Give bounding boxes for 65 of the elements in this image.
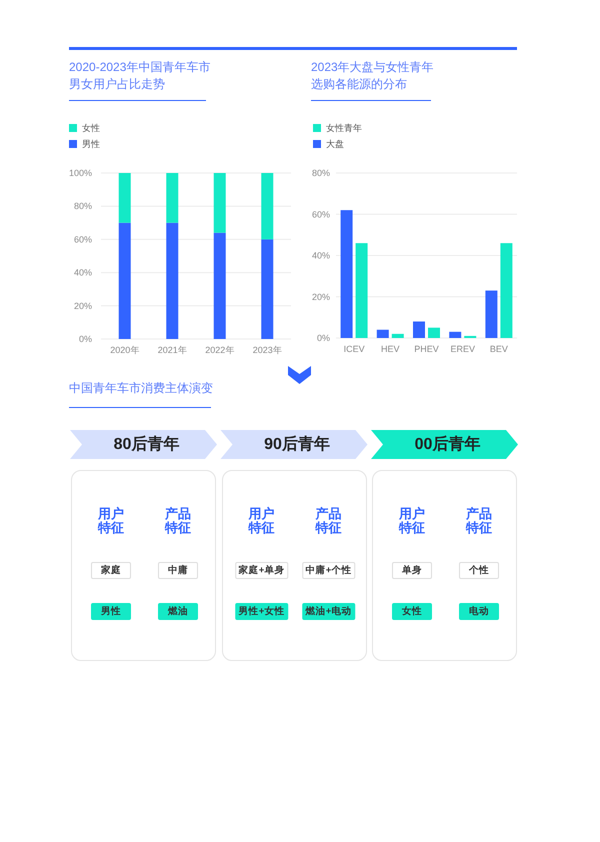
bar <box>428 328 440 338</box>
bar <box>261 239 274 339</box>
bar <box>340 210 353 338</box>
text: 家庭+单身 <box>234 562 288 579</box>
text: 用户特征 <box>248 506 276 535</box>
bar <box>413 322 425 338</box>
bar <box>449 332 462 338</box>
y-tick-label: 20% <box>74 300 92 311</box>
y-tick-label: 20% <box>312 292 330 302</box>
y-tick-label: 40% <box>312 250 330 260</box>
text: 用户特征 <box>97 506 125 535</box>
text: 用户特征 <box>398 506 426 535</box>
chart-title: 2020-2023年中国青年车市男女用户占比走势 <box>69 59 212 93</box>
y-tick-label: 0% <box>316 333 330 343</box>
x-tick-label: 2021年 <box>158 345 187 355</box>
bar <box>500 243 512 338</box>
y-tick-label: 40% <box>74 268 92 278</box>
category-label: 90后青年 <box>263 434 331 455</box>
text: 家庭 <box>91 562 131 579</box>
x-tick-label: ICEV <box>344 344 365 354</box>
y-tick-label: 60% <box>312 209 330 220</box>
y-tick-label: 0% <box>78 334 92 344</box>
chart-title: 2023年大盘与女性青年选购各能源的分布 <box>311 59 435 93</box>
text: 燃油 <box>158 603 198 620</box>
text: 燃油+电动 <box>302 603 356 620</box>
x-tick-label: 2022年 <box>205 345 234 355</box>
x-tick-label: 2020年 <box>110 345 140 355</box>
bar <box>166 222 178 339</box>
legend-label: 女性青年 <box>326 122 362 134</box>
legend-label: 女性 <box>82 122 100 134</box>
bar <box>214 232 226 339</box>
text: 单身 <box>392 562 432 579</box>
x-tick-label: BEV <box>490 344 508 354</box>
bar <box>214 173 226 233</box>
legend-label: 大盘 <box>326 138 344 150</box>
y-tick-label: 100% <box>68 168 92 178</box>
legend-label: 男性 <box>82 138 100 150</box>
category-label: 80后青年 <box>112 434 180 455</box>
bar <box>118 222 131 339</box>
x-tick-label: 2023年 <box>252 345 282 355</box>
text: 中国青年车市消费主体演变 <box>69 380 214 397</box>
text: 男性 <box>91 603 131 620</box>
bar <box>261 173 274 240</box>
x-tick-label: HEV <box>381 344 400 354</box>
y-tick-label: 80% <box>74 201 92 212</box>
text: 电动 <box>459 603 499 620</box>
bar <box>392 334 404 338</box>
text: 产品特征 <box>465 506 493 535</box>
text: 产品特征 <box>164 506 192 535</box>
x-tick-label: PHEV <box>414 344 439 354</box>
x-tick-label: EREV <box>450 344 475 354</box>
bar <box>485 290 498 338</box>
category-label: 00后青年 <box>414 434 482 455</box>
text: 中庸+个性 <box>302 562 356 579</box>
text: 女性 <box>392 603 432 620</box>
text: 产品特征 <box>314 506 342 535</box>
bar <box>376 330 389 338</box>
bar <box>118 173 131 223</box>
y-tick-label: 60% <box>74 234 92 244</box>
y-tick-label: 80% <box>312 168 330 178</box>
text: 中庸 <box>158 562 198 579</box>
text: 个性 <box>459 562 499 579</box>
text: 男性+女性 <box>234 603 288 620</box>
bar <box>166 173 178 223</box>
bar <box>356 243 368 338</box>
